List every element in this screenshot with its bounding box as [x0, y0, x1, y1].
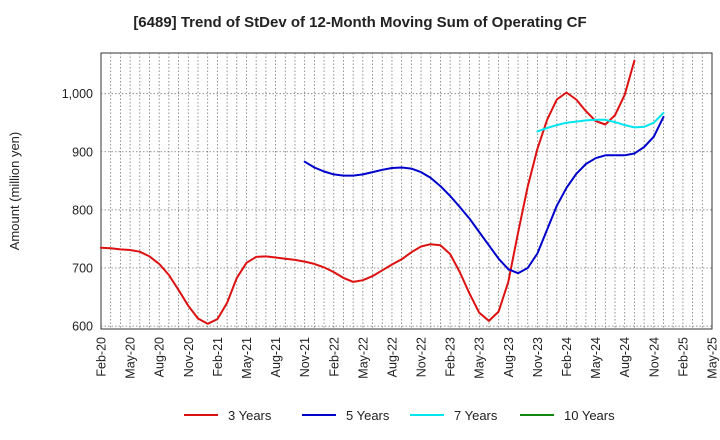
legend-label: 3 Years [228, 407, 272, 423]
grid-lines [101, 53, 712, 329]
y-axis-title: Amount (million yen) [7, 132, 22, 251]
x-tick-label: Nov-20 [182, 337, 196, 377]
y-tick-label: 1,000 [62, 87, 93, 101]
series-line-7-years [536, 111, 665, 133]
x-tick-label: May-23 [473, 337, 487, 379]
y-tick-labels: 600 700 800 900 1,000 [62, 87, 93, 333]
x-tick-label: Nov-24 [647, 337, 661, 377]
series-line-3-years [100, 59, 636, 325]
legend-label: 10 Years [564, 407, 615, 423]
legend-item-10-years: 10 Years [520, 404, 615, 426]
y-tick-label: 600 [72, 320, 93, 334]
legend-item-7-years: 7 Years [410, 404, 497, 426]
series-line-5-years [303, 115, 665, 275]
x-tick-label: Feb-24 [560, 337, 574, 377]
x-tick-label: Aug-24 [618, 337, 632, 377]
x-tick-labels: Feb-20 May-20 Aug-20 Nov-20 Feb-21 May-21 Aug-… [95, 337, 720, 379]
chart-title: [6489] Trend of StDev of 12-Month Moving… [133, 14, 587, 31]
legend-swatch [302, 414, 336, 416]
x-tick-label: Aug-22 [385, 337, 399, 377]
x-tick-label: Aug-21 [269, 337, 283, 377]
x-tick-label: May-20 [124, 337, 138, 379]
y-tick-label: 700 [72, 261, 93, 275]
legend-label: 7 Years [454, 407, 498, 423]
x-tick-label: Aug-23 [502, 337, 516, 377]
legend-swatch [410, 414, 444, 416]
x-tick-label: Nov-22 [415, 337, 429, 377]
x-tick-label: Feb-25 [676, 337, 690, 377]
x-tick-label: Nov-23 [531, 337, 545, 377]
legend-item-5-years: 5 Years [302, 404, 389, 426]
x-tick-label: May-25 [706, 337, 720, 379]
legend-item-3-years: 3 Years [184, 404, 271, 426]
plot-area [100, 52, 713, 330]
series-lines [100, 59, 665, 325]
x-tick-label: May-24 [589, 337, 603, 379]
plot-frame [100, 52, 713, 330]
x-tick-label: May-22 [356, 337, 370, 379]
legend-label: 5 Years [346, 407, 390, 423]
x-tick-label: Feb-21 [211, 337, 225, 377]
x-tick-label: Aug-20 [153, 337, 167, 377]
x-tick-label: May-21 [240, 337, 254, 379]
y-tick-label: 900 [72, 145, 93, 159]
x-tick-label: Nov-21 [298, 337, 312, 377]
legend: 3 Years 5 Years 7 Years 10 Years [0, 404, 720, 426]
x-tick-label: Feb-22 [327, 337, 341, 377]
y-tick-label: 800 [72, 203, 93, 217]
x-tick-label: Feb-20 [95, 337, 109, 377]
legend-swatch [520, 414, 554, 416]
x-tick-label: Feb-23 [444, 337, 458, 377]
legend-swatch [184, 414, 218, 416]
